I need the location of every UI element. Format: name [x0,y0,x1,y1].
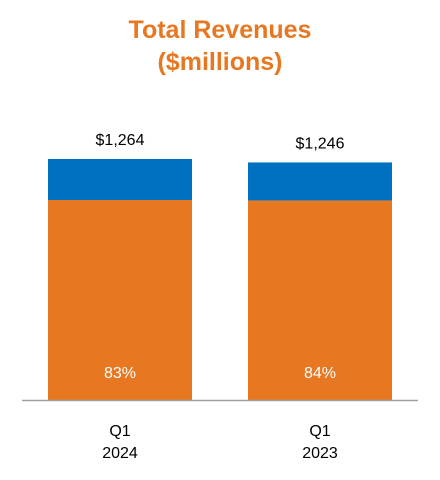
chart-title-block: Total Revenues ($millions) [0,14,440,78]
bar-segment-lower-2 [248,200,392,400]
bar-segment-upper-1 [48,159,192,200]
bar-segment-lower-1 [48,199,192,400]
category-label-line1-2: Q1 [309,423,330,440]
segment-percent-label-2: 84% [304,365,336,382]
chart-title: Total Revenues [128,16,312,44]
bar-total-label-1: $1,264 [96,132,145,149]
chart-subtitle: ($millions) [157,48,283,76]
segment-percent-label-1: 83% [104,365,136,382]
category-label-line1-1: Q1 [109,423,130,440]
bar-segment-upper-2 [248,162,392,201]
bar-total-label-2: $1,246 [296,135,345,152]
category-label-line2-2: 2023 [302,445,338,462]
category-label-line2-1: 2024 [102,445,138,462]
